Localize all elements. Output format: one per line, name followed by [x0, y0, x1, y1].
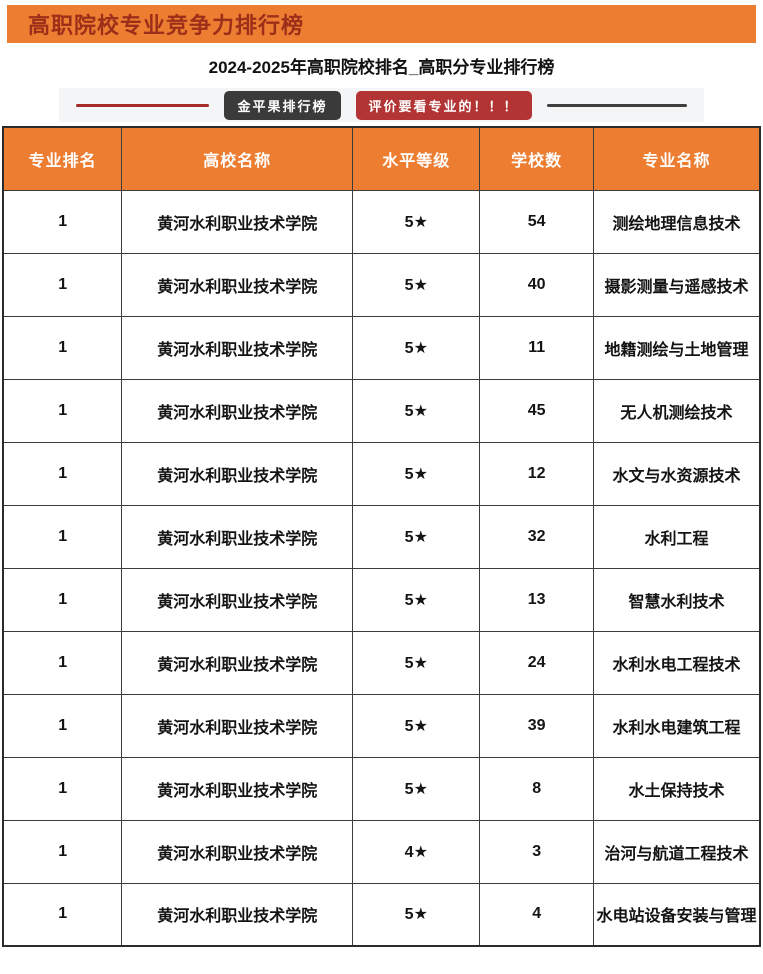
ribbon: 金平果排行榜 评价要看专业的！！！ — [59, 88, 704, 122]
brand-badge: 金平果排行榜 — [224, 90, 341, 120]
cell-major: 地籍测绘与土地管理 — [592, 315, 761, 380]
cell-school-count: 3 — [479, 819, 594, 884]
table-row: 1 黄河水利职业技术学院 5★ 54 测绘地理信息技术 — [2, 189, 761, 254]
cell-university: 黄河水利职业技术学院 — [121, 882, 354, 947]
cell-university: 黄河水利职业技术学院 — [121, 567, 354, 632]
cell-grade: 5★ — [352, 315, 481, 380]
table-body: 1 黄河水利职业技术学院 5★ 54 测绘地理信息技术 1 黄河水利职业技术学院… — [2, 189, 761, 947]
header-major: 专业名称 — [592, 126, 761, 191]
table-row: 1 黄河水利职业技术学院 5★ 13 智慧水利技术 — [2, 567, 761, 632]
cell-university: 黄河水利职业技术学院 — [121, 252, 354, 317]
cell-rank: 1 — [2, 630, 123, 695]
cell-major: 水电站设备安装与管理 — [592, 882, 761, 947]
cell-university: 黄河水利职业技术学院 — [121, 315, 354, 380]
table-row: 1 黄河水利职业技术学院 4★ 3 治河与航道工程技术 — [2, 819, 761, 884]
cell-university: 黄河水利职业技术学院 — [121, 378, 354, 443]
cell-school-count: 40 — [479, 252, 594, 317]
banner: 高职院校专业竞争力排行榜 — [7, 5, 756, 43]
cell-grade: 4★ — [352, 819, 481, 884]
cell-rank: 1 — [2, 567, 123, 632]
cell-grade: 5★ — [352, 189, 481, 254]
cell-university: 黄河水利职业技术学院 — [121, 441, 354, 506]
cell-university: 黄河水利职业技术学院 — [121, 756, 354, 821]
cell-school-count: 12 — [479, 441, 594, 506]
cell-rank: 1 — [2, 819, 123, 884]
table-row: 1 黄河水利职业技术学院 5★ 11 地籍测绘与土地管理 — [2, 315, 761, 380]
cell-major: 水利工程 — [592, 504, 761, 569]
cell-school-count: 24 — [479, 630, 594, 695]
table-row: 1 黄河水利职业技术学院 5★ 24 水利水电工程技术 — [2, 630, 761, 695]
cell-school-count: 45 — [479, 378, 594, 443]
cell-grade: 5★ — [352, 756, 481, 821]
cell-major: 测绘地理信息技术 — [592, 189, 761, 254]
cell-university: 黄河水利职业技术学院 — [121, 693, 354, 758]
page-title: 高职院校专业竞争力排行榜 — [28, 13, 305, 38]
table-row: 1 黄河水利职业技术学院 5★ 40 摄影测量与遥感技术 — [2, 252, 761, 317]
cell-university: 黄河水利职业技术学院 — [121, 189, 354, 254]
divider-line-right — [546, 103, 687, 107]
cell-university: 黄河水利职业技术学院 — [121, 504, 354, 569]
table-row: 1 黄河水利职业技术学院 5★ 32 水利工程 — [2, 504, 761, 569]
cell-grade: 5★ — [352, 504, 481, 569]
table-row: 1 黄河水利职业技术学院 5★ 12 水文与水资源技术 — [2, 441, 761, 506]
header-university: 高校名称 — [121, 126, 354, 191]
cell-grade: 5★ — [352, 441, 481, 506]
cell-major: 摄影测量与遥感技术 — [592, 252, 761, 317]
cell-rank: 1 — [2, 693, 123, 758]
table-row: 1 黄河水利职业技术学院 5★ 45 无人机测绘技术 — [2, 378, 761, 443]
cell-school-count: 4 — [479, 882, 594, 947]
cell-rank: 1 — [2, 315, 123, 380]
table-header-row: 专业排名 高校名称 水平等级 学校数 专业名称 — [2, 126, 761, 191]
cell-rank: 1 — [2, 378, 123, 443]
divider-line-left — [76, 103, 210, 107]
cell-major: 水土保持技术 — [592, 756, 761, 821]
cell-rank: 1 — [2, 189, 123, 254]
cell-major: 水利水电工程技术 — [592, 630, 761, 695]
cell-school-count: 13 — [479, 567, 594, 632]
cell-major: 水利水电建筑工程 — [592, 693, 761, 758]
table-row: 1 黄河水利职业技术学院 5★ 39 水利水电建筑工程 — [2, 693, 761, 758]
table-row: 1 黄河水利职业技术学院 5★ 8 水土保持技术 — [2, 756, 761, 821]
cell-grade: 5★ — [352, 378, 481, 443]
cell-major: 治河与航道工程技术 — [592, 819, 761, 884]
cell-rank: 1 — [2, 441, 123, 506]
cell-grade: 5★ — [352, 630, 481, 695]
header-school-count: 学校数 — [479, 126, 594, 191]
cell-rank: 1 — [2, 504, 123, 569]
cell-rank: 1 — [2, 756, 123, 821]
cell-grade: 5★ — [352, 252, 481, 317]
table-row: 1 黄河水利职业技术学院 5★ 4 水电站设备安装与管理 — [2, 882, 761, 947]
cell-school-count: 32 — [479, 504, 594, 569]
cell-university: 黄河水利职业技术学院 — [121, 630, 354, 695]
cell-rank: 1 — [2, 252, 123, 317]
ranking-table: 专业排名 高校名称 水平等级 学校数 专业名称 1 黄河水利职业技术学院 5★ … — [2, 126, 761, 947]
cell-major: 智慧水利技术 — [592, 567, 761, 632]
cell-school-count: 54 — [479, 189, 594, 254]
cell-school-count: 11 — [479, 315, 594, 380]
notice-badge: 评价要看专业的！！！ — [355, 90, 532, 120]
subtitle: 2024-2025年高职院校排名_高职分专业排行榜 — [208, 58, 555, 77]
header-rank: 专业排名 — [2, 126, 123, 191]
page: 高职院校专业竞争力排行榜 2024-2025年高职院校排名_高职分专业排行榜 金… — [0, 5, 763, 974]
header-grade: 水平等级 — [352, 126, 481, 191]
cell-school-count: 8 — [479, 756, 594, 821]
cell-grade: 5★ — [352, 693, 481, 758]
cell-university: 黄河水利职业技术学院 — [121, 819, 354, 884]
cell-grade: 5★ — [352, 882, 481, 947]
cell-major: 无人机测绘技术 — [592, 378, 761, 443]
cell-major: 水文与水资源技术 — [592, 441, 761, 506]
cell-school-count: 39 — [479, 693, 594, 758]
cell-rank: 1 — [2, 882, 123, 947]
cell-grade: 5★ — [352, 567, 481, 632]
